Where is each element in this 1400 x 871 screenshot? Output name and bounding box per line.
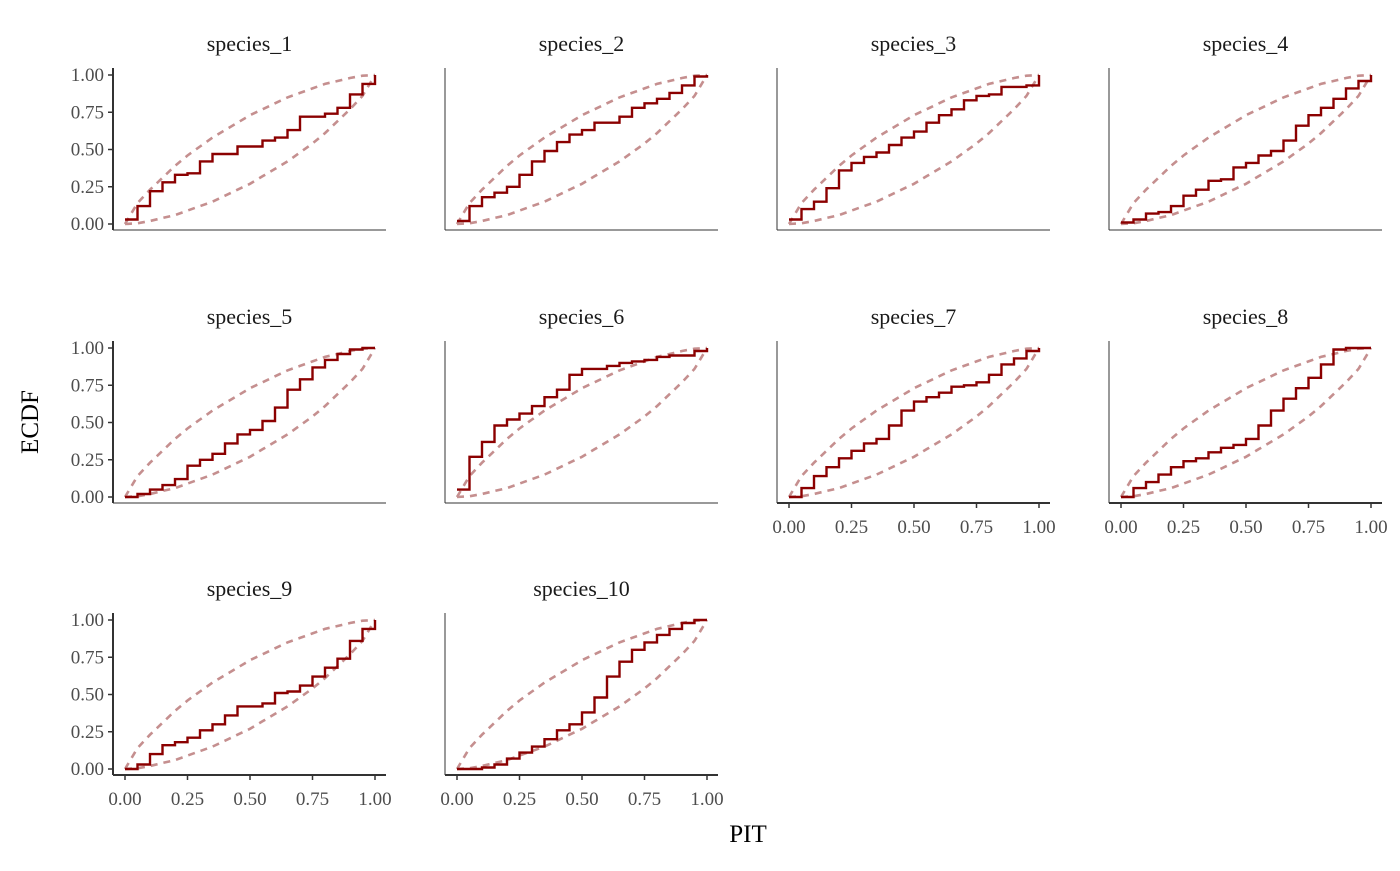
x-tick-label: 0.50 [233,789,266,810]
ecdf-series-line [789,348,1041,499]
y-tick-label: 0.00 [71,487,104,508]
ecdf-series-line [789,75,1041,221]
upper-band-line [1119,73,1372,225]
ecdf-series-line [1121,75,1373,224]
x-tick-label: 0.00 [772,517,805,538]
ecdf-series-line [125,620,377,771]
upper-band-line [1119,346,1372,498]
y-tick-label: 0.00 [71,214,104,235]
x-tick-label: 0.00 [1104,517,1137,538]
upper-band-line [455,618,708,770]
x-tick-label: 0.50 [1229,517,1262,538]
upper-band-line [787,346,1040,498]
facet-panel: species_1 0.00 0.25 0.50 0.75 1.00 [71,31,386,235]
upper-band-line [123,73,376,225]
y-tick-label: 1.00 [71,65,104,86]
lower-band-line [124,347,377,499]
y-tick-label: 0.25 [71,450,104,471]
facet-title: species_5 [207,304,293,329]
y-tick-label: 0.50 [71,685,104,706]
y-tick-label: 0.00 [71,759,104,780]
upper-band-line [455,346,708,498]
lower-band-line [124,74,377,226]
y-tick-label: 0.50 [71,413,104,434]
y-tick-label: 0.50 [71,140,104,161]
facet-title: species_3 [871,31,957,56]
x-tick-label: 0.50 [897,517,930,538]
lower-band-line [456,74,709,226]
facet-title: species_7 [871,304,957,329]
x-axis-title: PIT [729,821,767,848]
x-tick-label: 1.00 [1354,517,1387,538]
facet-panel: species_5 0.00 0.25 0.50 0.75 1.00 [71,304,386,508]
y-tick-label: 1.00 [71,610,104,631]
facet-title: species_4 [1203,31,1289,56]
y-tick-label: 0.75 [71,102,104,123]
upper-band-line [123,618,376,770]
x-tick-label: 0.75 [960,517,993,538]
facet-title: species_1 [207,31,293,56]
x-tick-label: 0.00 [108,789,141,810]
x-tick-label: 1.00 [1022,517,1055,538]
facet-title: species_6 [539,304,625,329]
y-tick-label: 0.75 [71,375,104,396]
y-tick-label: 0.25 [71,177,104,198]
facet-panel: species_7 0.00 0.25 0.50 0.75 1.00 [772,304,1055,538]
x-tick-label: 1.00 [358,789,391,810]
x-tick-label: 0.25 [171,789,204,810]
ecdf-series-line [125,346,375,499]
y-axis-title: ECDF [17,390,44,454]
x-tick-label: 0.25 [835,517,868,538]
facet-title: species_10 [533,576,630,601]
y-tick-label: 0.25 [71,722,104,743]
y-tick-label: 1.00 [71,338,104,359]
x-tick-label: 0.25 [1167,517,1200,538]
ecdf-series-line [125,75,377,221]
x-tick-label: 0.25 [503,789,536,810]
upper-band-line [787,73,1040,225]
lower-band-line [456,347,709,499]
x-tick-label: 0.50 [565,789,598,810]
lower-band-line [1120,347,1373,499]
facet-panel: species_6 [444,304,718,504]
facet-panel: species_9 0.00 0.25 0.50 0.75 1.00 0.00 0.25 0.5… [71,576,392,810]
x-tick-label: 0.75 [628,789,661,810]
x-tick-label: 0.75 [1292,517,1325,538]
y-tick-label: 0.75 [71,647,104,668]
ecdf-series-line [457,618,707,771]
upper-band-line [455,73,708,225]
x-tick-label: 1.00 [690,789,723,810]
x-tick-label: 0.75 [296,789,329,810]
facet-panel: species_2 [444,31,718,231]
lower-band-line [1120,74,1373,226]
facet-panel: species_4 [1108,31,1382,231]
upper-band-line [123,346,376,498]
lower-band-line [456,619,709,771]
facet-panel: species_8 0.00 0.25 0.50 0.75 1.00 [1104,304,1387,538]
lower-band-line [124,619,377,771]
facet-panel: species_3 [776,31,1050,231]
facet-title: species_2 [539,31,625,56]
ecdf-series-line [457,348,709,491]
x-tick-label: 0.00 [440,789,473,810]
ecdf-series-line [1121,346,1371,499]
facet-panel: species_10 0.00 0.25 0.50 0.75 1.00 [440,576,723,810]
lower-band-line [788,347,1041,499]
lower-band-line [788,74,1041,226]
facet-title: species_8 [1203,304,1289,329]
ecdf-series-line [457,75,709,223]
facet-title: species_9 [207,576,293,601]
